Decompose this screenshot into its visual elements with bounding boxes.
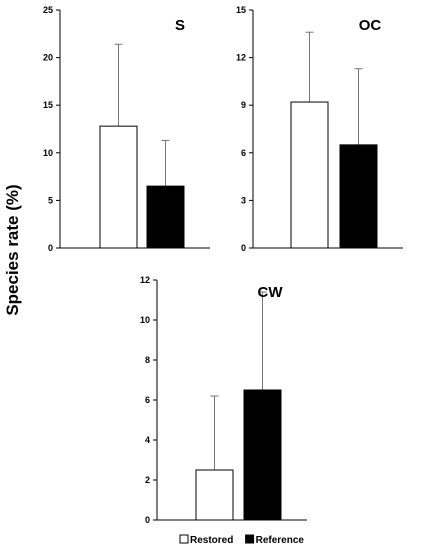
bar-restored [195,469,234,521]
y-tick-label: 8 [145,355,150,365]
panel-label: S [175,17,185,34]
panel-0: 0 5 10 15 20 25 S [43,5,210,253]
panel-label: CW [258,284,284,301]
y-tick-label: 10 [140,315,150,325]
bar-reference [243,389,282,521]
panel-1: 0 3 6 9 12 15 OC [236,5,403,253]
y-tick-label: 12 [236,53,246,63]
y-tick-label: 10 [43,148,53,158]
y-tick-label: 9 [241,100,246,110]
y-tick-label: 6 [241,148,246,158]
y-axis-title: Species rate (%) [3,184,22,315]
panel-label: OC [359,17,382,34]
bar-reference [339,144,378,249]
y-tick-label: 15 [236,5,246,15]
panels: 0 5 10 15 20 25 S 0 3 6 9 12 15 OC 0 2 4 6 8 10 12 CW [43,5,403,525]
y-tick-label: 20 [43,53,53,63]
legend-swatch-reference [245,534,255,544]
y-tick-label: 0 [48,243,53,253]
y-tick-label: 3 [241,195,246,205]
legend-label-restored: Restored [190,535,233,546]
legend-swatch-restored [179,534,189,544]
y-tick-label: 4 [145,435,150,445]
y-tick-label: 2 [145,475,150,485]
legend-label-reference: Reference [256,535,305,546]
y-tick-label: 6 [145,395,150,405]
y-tick-label: 12 [140,275,150,285]
legend: Restored Reference [179,534,305,546]
bar-reference [146,185,185,249]
bar-restored [99,125,138,249]
panel-2: 0 2 4 6 8 10 12 CW [140,275,307,525]
bar-restored [290,101,329,249]
y-tick-label: 5 [48,195,53,205]
y-tick-label: 0 [145,515,150,525]
y-tick-label: 0 [241,243,246,253]
y-tick-label: 15 [43,100,53,110]
y-tick-label: 25 [43,5,53,15]
